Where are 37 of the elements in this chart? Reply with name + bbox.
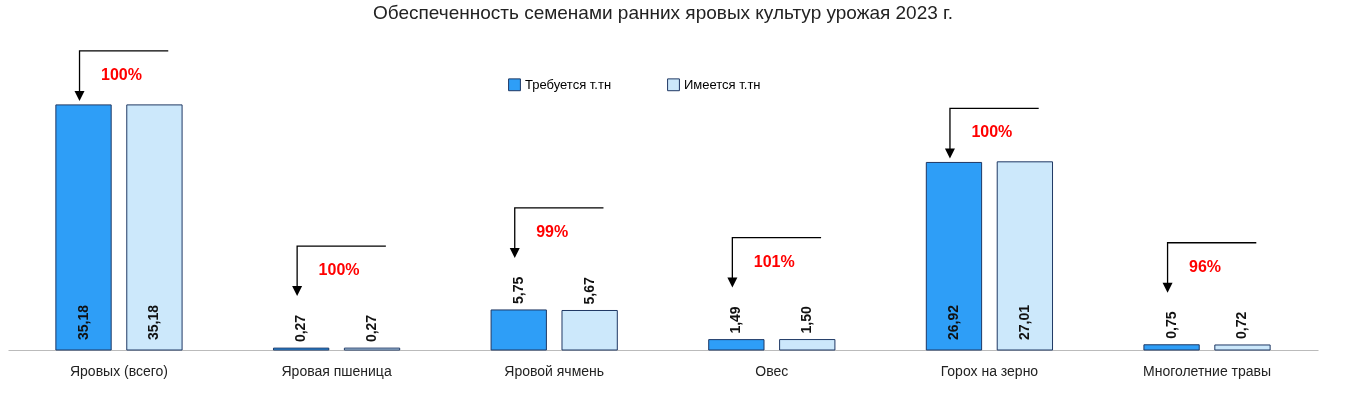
annotation: 101% xyxy=(753,252,795,270)
data-label: 5,75 xyxy=(509,276,526,304)
legend-label: Требуется т.тн xyxy=(525,76,612,92)
chart-title: Обеспеченность семенами ранних яровых культур урожая 2023 г. xyxy=(373,1,953,23)
bar xyxy=(561,310,618,351)
bar xyxy=(490,309,547,351)
text: 100% xyxy=(100,65,142,83)
bar xyxy=(708,339,765,351)
bar xyxy=(925,161,983,351)
bar xyxy=(1143,344,1200,351)
x-tick-label: Яровая пшеница xyxy=(281,362,392,379)
data-label: 0,27 xyxy=(292,314,309,343)
annotation: 100% xyxy=(318,261,360,279)
data-label: 1,49 xyxy=(727,306,744,334)
legend-label: Имеется т.тн xyxy=(684,76,761,92)
data-label: 0,75 xyxy=(1162,311,1179,339)
x-tick-label: Овес xyxy=(755,362,789,379)
data-label: 1,50 xyxy=(798,306,815,334)
bar xyxy=(996,161,1054,351)
bar xyxy=(55,104,112,351)
data-label: 27,01 xyxy=(1015,304,1032,340)
annotation: 99% xyxy=(536,222,569,240)
data-label: 26,92 xyxy=(944,304,961,340)
bar xyxy=(126,104,183,351)
bar xyxy=(779,339,836,351)
data-label: 35,18 xyxy=(145,304,162,340)
annotation: 100% xyxy=(971,123,1013,141)
bar xyxy=(1214,344,1271,351)
data-label: 5,67 xyxy=(580,277,597,305)
x-tick-label: Яровых (всего) xyxy=(69,362,169,379)
annotation: 96% xyxy=(1189,257,1222,275)
data-label: 0,27 xyxy=(363,314,380,343)
x-tick-label: Яровой ячмень xyxy=(504,362,605,379)
data-label: 35,18 xyxy=(74,304,91,340)
x-tick-label: Горох на зерно xyxy=(940,362,1039,379)
x-tick-label: Многолетние травы xyxy=(1142,362,1272,379)
data-label: 0,72 xyxy=(1233,311,1250,339)
